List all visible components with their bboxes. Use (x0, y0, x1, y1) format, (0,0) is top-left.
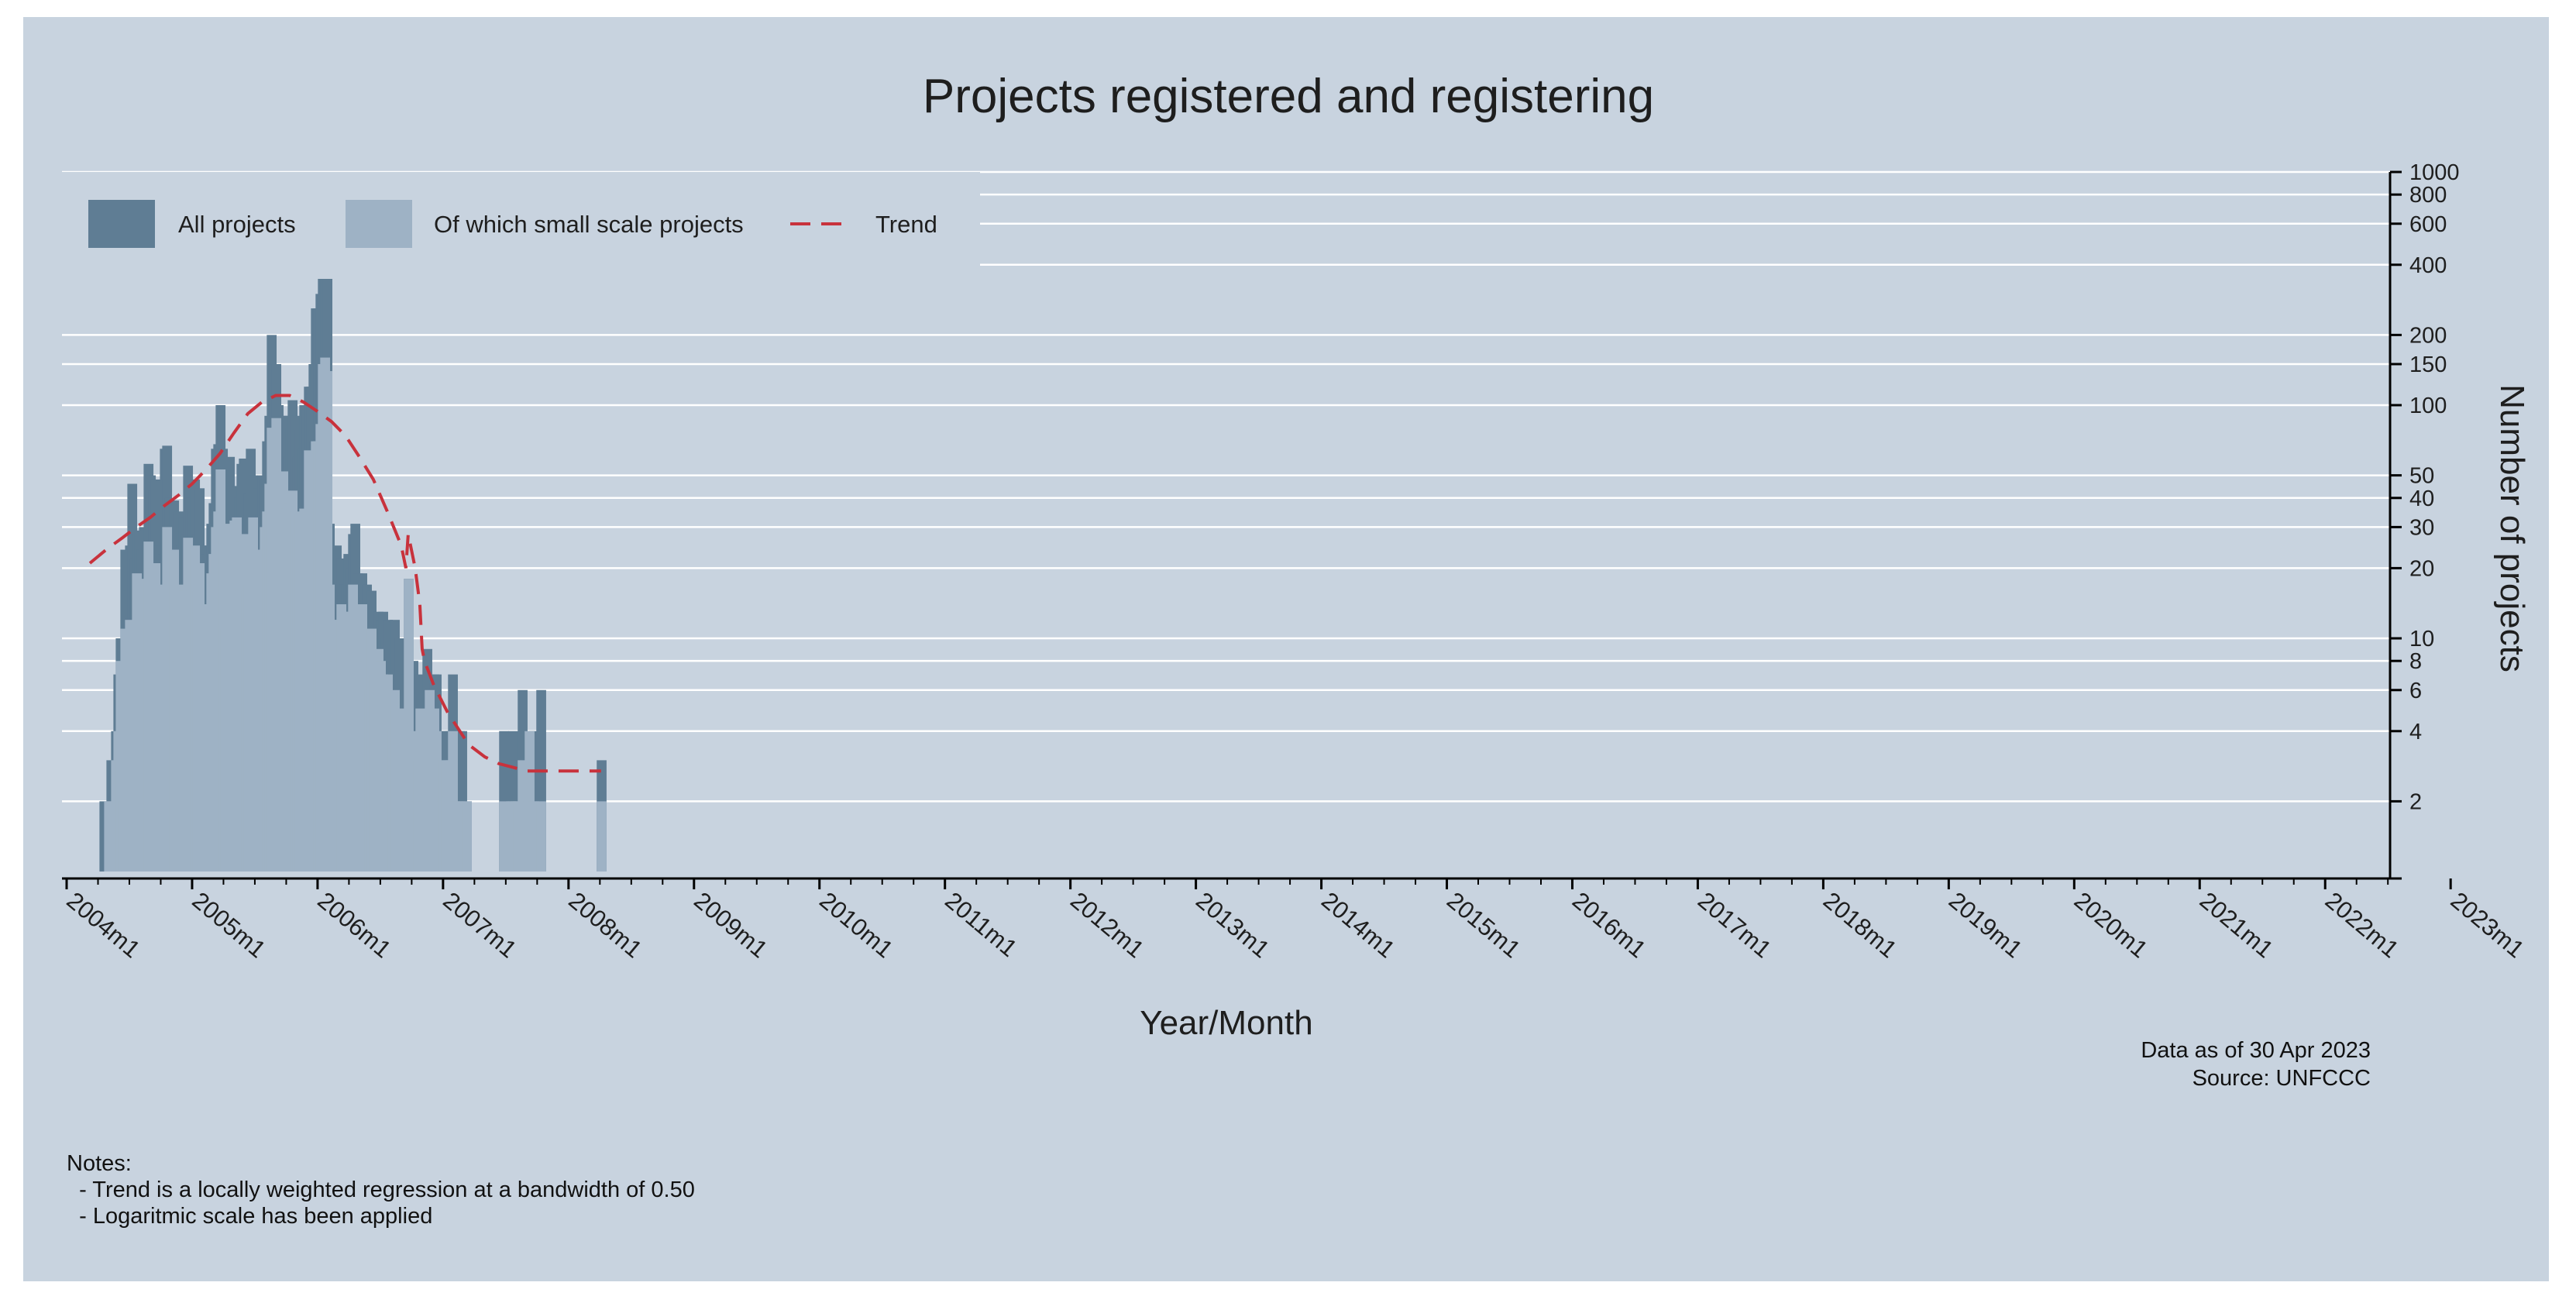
chart-title: Projects registered and registering (923, 70, 1654, 123)
x-tick-label: 2022m1 (2320, 887, 2404, 964)
x-tick-label: 2019m1 (1944, 887, 2027, 964)
x-tick-label: 2023m1 (2446, 887, 2530, 964)
y-tick-label: 2 (2409, 789, 2422, 814)
y-tick-label: 8 (2409, 649, 2422, 674)
x-tick-label: 2018m1 (1818, 887, 1902, 964)
y-tick-label: 100 (2409, 394, 2447, 418)
chart-frame: 2004m1 2005m1 2006m1 2007m1 2008m1 2009m1 2010… (23, 17, 2549, 1281)
x-tick-label: 2014m1 (1316, 887, 1400, 964)
y-tick-label: 10 (2409, 627, 2434, 652)
y-tick-label: 30 (2409, 515, 2434, 540)
x-tick-label: 2009m1 (689, 887, 772, 964)
bar-small-scale (536, 801, 546, 872)
x-tick-label: 2015m1 (1442, 887, 1525, 964)
legend-swatch-small-scale (346, 200, 412, 248)
bar-small-scale (462, 801, 472, 872)
source-note: Source: UNFCCC (2192, 1066, 2371, 1091)
bar-small-scale (597, 801, 607, 872)
y-tick-label: 200 (2409, 323, 2447, 348)
x-tick-label: 2013m1 (1191, 887, 1274, 964)
y-tick-label: 20 (2409, 556, 2434, 581)
legend-label-small-scale: Of which small scale projects (434, 211, 744, 238)
y-axis-label: Number of projects (2493, 384, 2531, 672)
x-tick-label: 2011m1 (940, 887, 1023, 962)
y-tick-label: 400 (2409, 253, 2447, 278)
y-tick-label: 40 (2409, 486, 2434, 511)
x-tick-label: 2006m1 (312, 887, 396, 964)
small-scale-bars (104, 357, 607, 872)
x-tick-label: 2005m1 (187, 887, 270, 964)
x-tick-label: 2020m1 (2069, 887, 2153, 964)
y-tick-label: 150 (2409, 352, 2447, 377)
y-tick-label: 50 (2409, 464, 2434, 489)
notes-line-log: - Logaritmic scale has been applied (67, 1204, 433, 1229)
x-tick-label: 2017m1 (1693, 887, 1776, 964)
x-tick-label: 2007m1 (438, 887, 521, 964)
x-tick-label: 2016m1 (1567, 887, 1651, 964)
x-tick-label: 2004m1 (62, 887, 146, 964)
legend-swatch-all-projects (88, 200, 155, 248)
x-tick-label: 2008m1 (563, 887, 647, 964)
x-tick-label: 2021m1 (2195, 887, 2279, 964)
legend-label-trend: Trend (875, 211, 937, 238)
y-tick-label: 800 (2409, 183, 2447, 208)
x-tick-label: 2010m1 (814, 887, 898, 964)
notes-heading: Notes: (67, 1151, 132, 1176)
data-as-of-note: Data as of 30 Apr 2023 (2141, 1038, 2371, 1063)
legend: All projects Of which small scale projec… (62, 172, 980, 279)
y-tick-label: 4 (2409, 720, 2422, 744)
trend-line (88, 394, 601, 773)
y-tick-label: 6 (2409, 679, 2422, 703)
y-tick-label: 1000 (2409, 160, 2460, 185)
x-axis-label: Year/Month (1140, 1004, 1312, 1042)
projects-chart: 2004m1 2005m1 2006m1 2007m1 2008m1 2009m1 2010… (62, 70, 2531, 1042)
x-tick-label: 2012m1 (1065, 887, 1149, 964)
y-tick-label: 600 (2409, 212, 2447, 237)
legend-label-all-projects: All projects (178, 211, 296, 238)
notes-line-trend: - Trend is a locally weighted regression… (67, 1178, 695, 1202)
